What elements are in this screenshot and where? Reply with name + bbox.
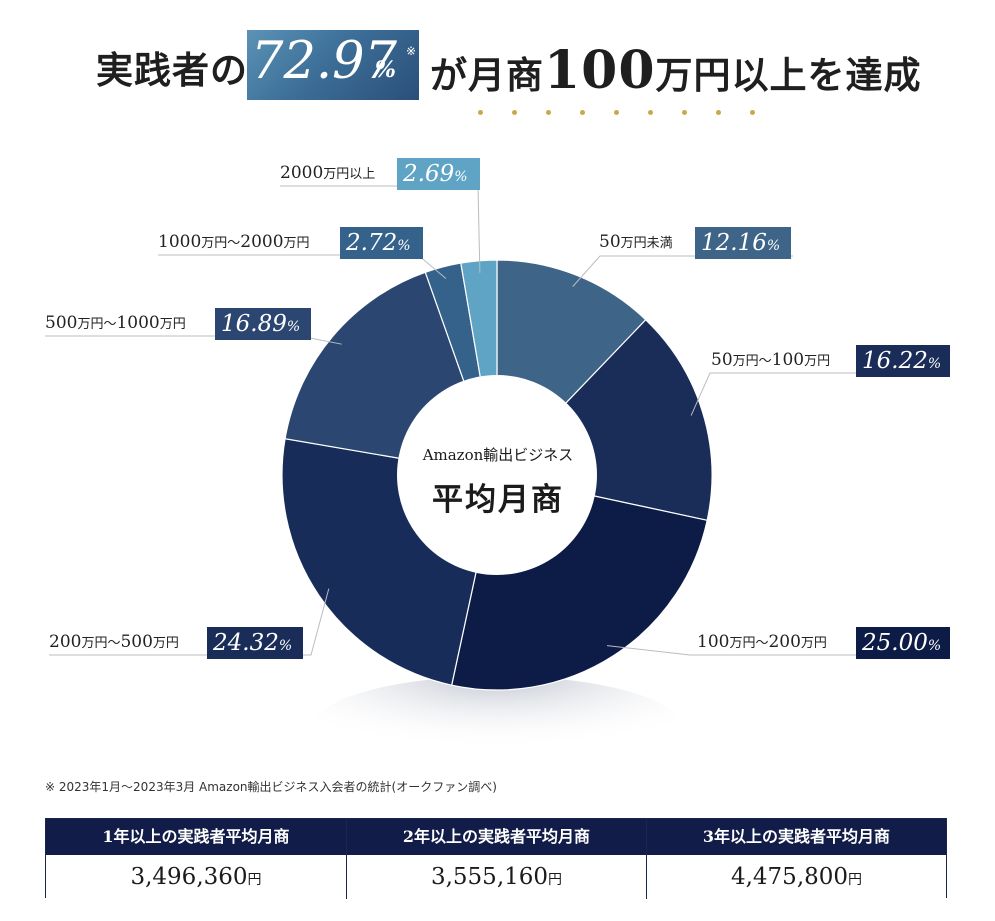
headline-note-mark: ※ bbox=[406, 44, 417, 58]
table-unit: 円 bbox=[848, 872, 863, 888]
slice-label: 500万円〜1000万円 bbox=[45, 313, 186, 333]
headline-suffix-big: 100 bbox=[544, 40, 656, 101]
headline-highlight-box: 72.97 % ※ bbox=[247, 30, 419, 100]
table-unit: 円 bbox=[548, 872, 563, 888]
decor-dot bbox=[750, 110, 755, 115]
headline-percent: % bbox=[375, 57, 396, 83]
slice-percent-badge: 2.69% bbox=[397, 158, 480, 190]
headline-dots bbox=[478, 110, 778, 118]
slice-percent-badge: 12.16% bbox=[695, 227, 791, 259]
table-value: 3,496,360 bbox=[130, 864, 248, 890]
leader-line bbox=[572, 255, 793, 287]
table-cell: 4,475,800円 bbox=[647, 855, 946, 899]
slice-label: 2000万円以上 bbox=[280, 163, 376, 183]
slice-percent-badge: 2.72% bbox=[340, 227, 423, 259]
headline-prefix: 実践者の bbox=[96, 48, 248, 92]
decor-dot bbox=[648, 110, 653, 115]
chart-reflection bbox=[312, 676, 682, 780]
slice-percent-badge: 16.89% bbox=[215, 308, 311, 340]
table-column: 3年以上の実践者平均月商 4,475,800円 bbox=[646, 819, 946, 899]
headline: 実践者の 72.97 % ※ が月商100万円以上を達成 bbox=[0, 18, 995, 115]
slice-label: 50万円未満 bbox=[599, 232, 673, 252]
decor-dot bbox=[478, 110, 483, 115]
headline-suffix-2: 万円以上を達成 bbox=[655, 53, 922, 97]
decor-dot bbox=[716, 110, 721, 115]
headline-suffix-1: が月商 bbox=[430, 53, 544, 97]
leader-line bbox=[49, 588, 330, 656]
table-value: 4,475,800 bbox=[730, 864, 849, 890]
slice-label: 100万円〜200万円 bbox=[697, 632, 827, 652]
slice-label: 200万円〜500万円 bbox=[49, 632, 179, 652]
table-value: 3,555,160 bbox=[430, 864, 549, 890]
decor-dot bbox=[512, 110, 517, 115]
table-header: 1年以上の実践者平均月商 bbox=[46, 819, 346, 855]
slice-label: 50万円〜100万円 bbox=[711, 350, 831, 370]
decor-dot bbox=[682, 110, 687, 115]
table-header: 3年以上の実践者平均月商 bbox=[647, 819, 946, 855]
average-sales-table: 1年以上の実践者平均月商 3,496,360円 2年以上の実践者平均月商 3,5… bbox=[45, 818, 947, 899]
slice-percent-badge: 25.00% bbox=[856, 627, 950, 659]
table-unit: 円 bbox=[247, 872, 262, 888]
decor-dot bbox=[546, 110, 551, 115]
footnote: ※ 2023年1月〜2023年3月 Amazon輸出ビジネス入会者の統計(オーク… bbox=[45, 780, 497, 794]
table-cell: 3,496,360円 bbox=[46, 855, 346, 899]
leader-line bbox=[690, 372, 950, 416]
donut-chart: 50万円未満 12.16% 50万円〜100万円 16.22% 100万円〜200万円 2… bbox=[45, 158, 950, 780]
chart-center-subtitle: Amazon輸出ビジネス bbox=[422, 446, 574, 464]
table-column: 1年以上の実践者平均月商 3,496,360円 bbox=[46, 819, 346, 899]
decor-dot bbox=[614, 110, 619, 115]
slice-percent-badge: 24.32% bbox=[207, 627, 303, 659]
donut-hole bbox=[397, 375, 597, 575]
table-column: 2年以上の実践者平均月商 3,555,160円 bbox=[346, 819, 646, 899]
slice-percent-badge: 16.22% bbox=[856, 345, 950, 377]
headline-number: 72.97 bbox=[251, 32, 398, 91]
chart-center-title: 平均月商 bbox=[432, 482, 564, 518]
table-cell: 3,555,160円 bbox=[347, 855, 646, 899]
table-header: 2年以上の実践者平均月商 bbox=[347, 819, 646, 855]
donut-chart-svg bbox=[45, 185, 950, 780]
headline-suffix: が月商100万円以上を達成 bbox=[430, 40, 922, 101]
decor-dot bbox=[580, 110, 585, 115]
slice-label: 1000万円〜2000万円 bbox=[158, 232, 310, 252]
